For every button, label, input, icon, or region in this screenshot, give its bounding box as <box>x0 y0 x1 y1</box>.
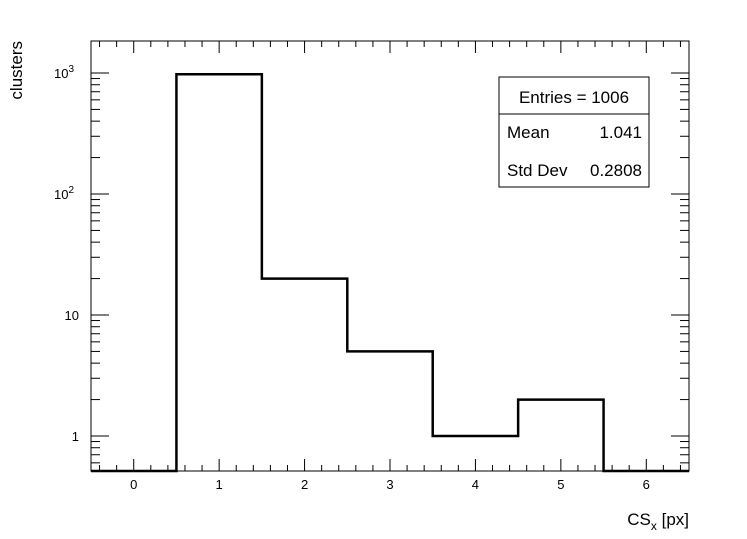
histogram-series <box>91 72 689 473</box>
stats-mean-label: Mean <box>507 123 550 142</box>
x-tick-label: 6 <box>643 477 650 492</box>
x-tick-label: 5 <box>557 477 564 492</box>
x-tick-labels: 0 1 2 3 4 5 6 <box>130 477 650 492</box>
x-tick-label: 4 <box>472 477 479 492</box>
y-tick-label: 10 <box>65 308 79 323</box>
y-tick-label: 102 <box>54 185 74 202</box>
x-axis-title: CSx [px] <box>627 510 689 533</box>
y-tick-label: 103 <box>54 64 74 81</box>
y-tick-labels: 1 10 102 103 <box>54 64 79 444</box>
stats-stddev-label: Std Dev <box>507 161 568 180</box>
stats-stddev-value: 0.2808 <box>590 161 642 180</box>
axis-ticks <box>91 41 689 471</box>
x-tick-label: 1 <box>216 477 223 492</box>
x-tick-label: 2 <box>301 477 308 492</box>
x-tick-label: 3 <box>386 477 393 492</box>
y-axis-title: clusters <box>7 41 26 100</box>
stats-mean-value: 1.041 <box>599 123 642 142</box>
stats-entries: Entries = 1006 <box>519 88 629 107</box>
stats-box: Entries = 1006 Mean 1.041 Std Dev 0.2808 <box>498 76 650 188</box>
x-axis-title-subscript: x <box>651 519 657 533</box>
y-tick-label: 1 <box>72 429 79 444</box>
x-axis-title-unit: [px] <box>657 510 689 529</box>
x-tick-label: 0 <box>130 477 137 492</box>
